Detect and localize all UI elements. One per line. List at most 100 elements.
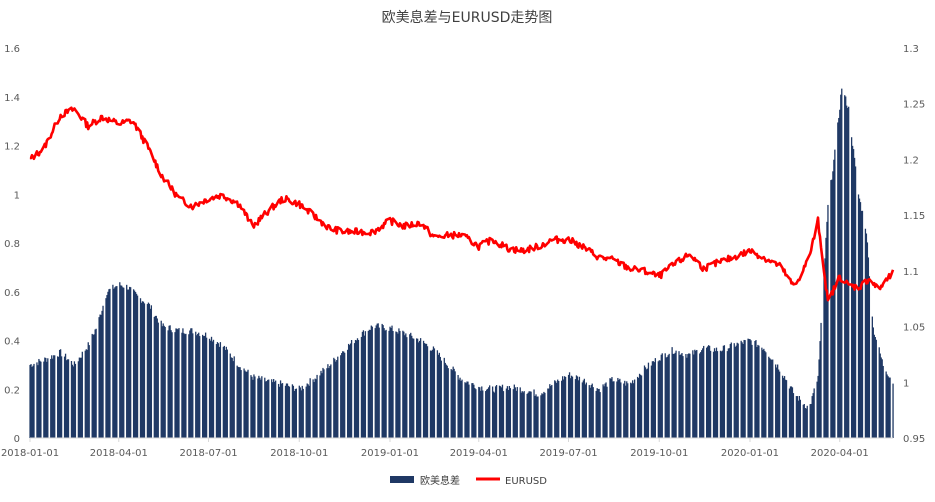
spread-bar: [771, 359, 773, 438]
right-tick-label: 1.05: [903, 323, 925, 334]
spread-bar: [491, 386, 494, 438]
spread-bar: [170, 330, 172, 438]
spread-bar: [189, 330, 191, 438]
spread-bar: [543, 391, 545, 438]
spread-bar: [232, 361, 234, 438]
x-tick-label: 2019-07-01: [539, 448, 597, 459]
spread-bar: [682, 356, 684, 438]
spread-bar: [426, 346, 429, 438]
spread-bar: [423, 343, 426, 438]
spread-bar: [58, 356, 60, 438]
spread-bar: [377, 323, 379, 438]
spread-bar: [378, 327, 380, 438]
spread-bar: [258, 375, 260, 438]
spread-bar: [479, 387, 481, 438]
spread-bar: [432, 346, 435, 438]
spread-bar: [514, 387, 516, 438]
spread-bar: [413, 338, 415, 438]
legend[interactable]: 欧美息差 EURUSD: [390, 474, 547, 487]
spread-bar: [636, 376, 639, 438]
spread-bar: [730, 342, 732, 438]
spread-bar: [202, 336, 205, 438]
spread-bar: [72, 366, 75, 438]
spread-bar: [60, 356, 63, 438]
spread-bar: [360, 336, 363, 438]
spread-bar: [98, 317, 100, 438]
spread-bar: [344, 352, 346, 438]
spread-bar: [557, 379, 559, 438]
x-tick-label: 2018-10-01: [270, 448, 328, 459]
spread-bar: [694, 349, 696, 438]
spread-bar: [646, 368, 649, 438]
spread-bar: [301, 385, 303, 438]
spread-bar: [450, 369, 452, 438]
spread-bar: [204, 332, 207, 438]
spread-bar: [723, 345, 726, 438]
spread-bar: [167, 330, 169, 438]
spread-bar: [748, 338, 750, 438]
spread-bar: [107, 291, 109, 438]
spread-bar: [529, 391, 531, 438]
spread-bar: [501, 384, 504, 438]
spread-bar: [438, 352, 441, 438]
spread-bar: [639, 374, 642, 438]
spread-bar: [788, 388, 791, 438]
spread-bar: [611, 377, 613, 438]
spread-bar: [624, 380, 626, 438]
spread-bar: [720, 351, 723, 438]
spread-bar: [326, 368, 328, 438]
spread-bar: [176, 328, 178, 438]
spread-bar: [742, 344, 744, 438]
spread-bar: [328, 368, 330, 438]
spread-bar: [712, 351, 715, 438]
spread-bar: [268, 379, 270, 438]
legend-label-eurusd: EURUSD: [505, 476, 547, 487]
spread-bar: [825, 237, 827, 438]
spread-bar: [280, 383, 283, 438]
spread-bar: [279, 380, 282, 438]
spread-bar: [811, 396, 813, 438]
spread-bar: [584, 384, 586, 438]
spread-bar: [481, 386, 483, 438]
spread-bar: [681, 353, 683, 438]
spread-bar: [135, 293, 138, 438]
spread-bar: [102, 305, 104, 438]
spread-bar: [229, 353, 231, 438]
spread-bar: [446, 365, 448, 438]
spread-bar: [132, 289, 135, 438]
spread-bar: [374, 328, 376, 438]
spread-bar: [53, 355, 55, 438]
spread-bar: [640, 375, 643, 438]
spread-bar: [314, 378, 316, 438]
spread-bar: [556, 382, 558, 438]
spread-bar: [327, 364, 329, 438]
spread-bar: [216, 342, 219, 438]
spread-bar: [123, 287, 125, 438]
spread-bar: [417, 342, 420, 438]
spread-bar: [834, 149, 836, 438]
spread-bar: [599, 392, 601, 438]
spread-bar: [142, 301, 145, 438]
spread-bar: [474, 388, 476, 438]
spread-bar: [878, 347, 880, 438]
spread-bar: [155, 315, 157, 438]
spread-bar: [625, 385, 627, 438]
spread-bar: [343, 351, 345, 438]
spread-bar: [758, 345, 760, 438]
spread-bar: [87, 342, 89, 438]
spread-bar: [264, 377, 266, 438]
spread-bar: [127, 289, 129, 438]
spread-bar: [466, 381, 468, 438]
spread-bar: [363, 335, 366, 438]
x-tick-label: 2019-01-01: [361, 448, 419, 459]
spread-bar: [237, 366, 239, 438]
spread-bar: [272, 382, 274, 438]
spread-bar: [77, 361, 80, 438]
spread-bar: [886, 374, 888, 438]
spread-bar: [789, 386, 792, 438]
spread-bar: [316, 374, 318, 438]
spread-bar: [819, 341, 821, 438]
spread-bar: [31, 366, 33, 438]
spread-bar: [688, 353, 690, 438]
spread-bar: [106, 295, 108, 438]
